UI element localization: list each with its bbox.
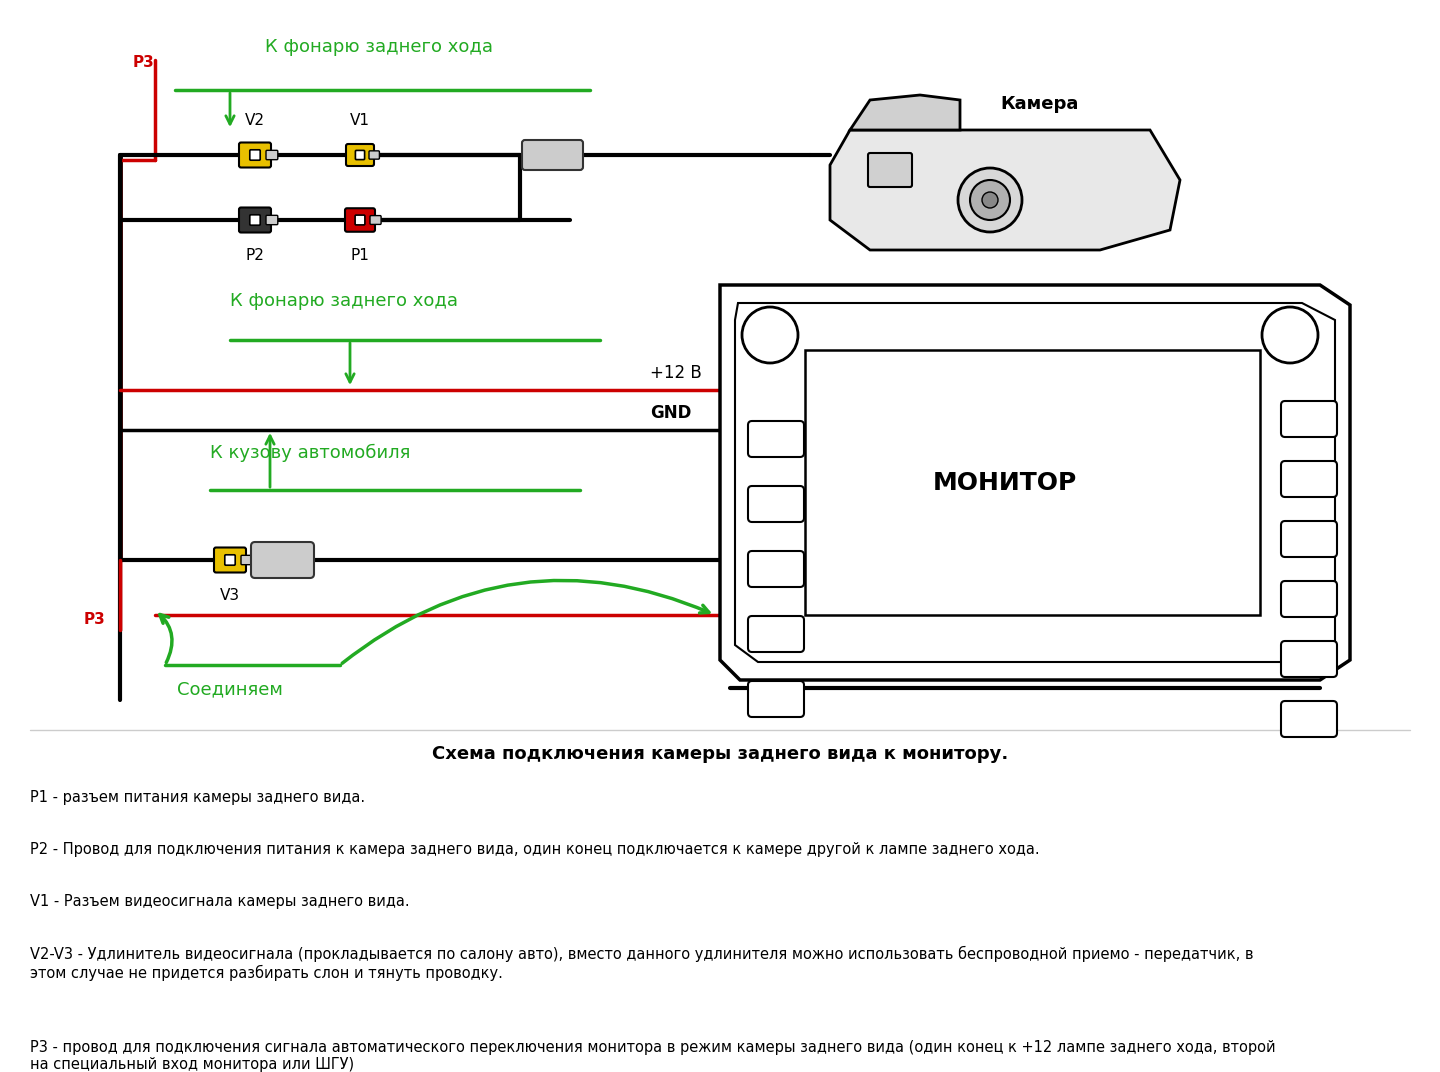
- Text: V2: V2: [245, 113, 265, 128]
- Text: V3: V3: [220, 589, 240, 602]
- Circle shape: [1261, 307, 1318, 363]
- Text: P1 - разъем питания камеры заднего вида.: P1 - разъем питания камеры заднего вида.: [30, 790, 366, 805]
- FancyBboxPatch shape: [249, 214, 261, 225]
- Polygon shape: [829, 130, 1179, 250]
- Text: V1: V1: [350, 113, 370, 128]
- FancyBboxPatch shape: [747, 486, 804, 522]
- Text: P2: P2: [246, 248, 265, 263]
- Text: К фонарю заднего хода: К фонарю заднего хода: [230, 292, 458, 310]
- FancyBboxPatch shape: [747, 616, 804, 652]
- Circle shape: [742, 307, 798, 363]
- FancyBboxPatch shape: [1282, 701, 1336, 738]
- FancyBboxPatch shape: [1282, 401, 1336, 437]
- Circle shape: [958, 168, 1022, 232]
- FancyBboxPatch shape: [868, 153, 912, 187]
- FancyBboxPatch shape: [370, 215, 382, 224]
- Polygon shape: [850, 95, 960, 130]
- FancyBboxPatch shape: [1282, 641, 1336, 678]
- FancyBboxPatch shape: [239, 143, 271, 167]
- Text: P3: P3: [84, 612, 105, 627]
- FancyBboxPatch shape: [239, 208, 271, 233]
- FancyBboxPatch shape: [805, 349, 1260, 615]
- Polygon shape: [734, 303, 1335, 662]
- FancyBboxPatch shape: [1282, 521, 1336, 557]
- Text: +12 В: +12 В: [649, 364, 701, 382]
- Text: V2-V3 - Удлинитель видеосигнала (прокладывается по салону авто), вместо данного : V2-V3 - Удлинитель видеосигнала (проклад…: [30, 946, 1253, 981]
- FancyBboxPatch shape: [747, 681, 804, 717]
- FancyBboxPatch shape: [1282, 461, 1336, 497]
- FancyBboxPatch shape: [369, 151, 379, 159]
- Text: P1: P1: [350, 248, 370, 263]
- FancyBboxPatch shape: [356, 150, 364, 160]
- Polygon shape: [720, 285, 1351, 680]
- Text: GND: GND: [649, 404, 691, 422]
- Text: Камера: Камера: [999, 95, 1079, 113]
- FancyBboxPatch shape: [356, 215, 364, 225]
- FancyBboxPatch shape: [266, 150, 278, 160]
- FancyBboxPatch shape: [249, 150, 261, 160]
- Text: P2 - Провод для подключения питания к камера заднего вида, один конец подключает: P2 - Провод для подключения питания к ка…: [30, 842, 1040, 857]
- FancyBboxPatch shape: [240, 555, 253, 565]
- Circle shape: [971, 180, 1009, 220]
- Text: Р3 - провод для подключения сигнала автоматического переключения монитора в режи: Р3 - провод для подключения сигнала авто…: [30, 1040, 1276, 1072]
- Text: Соединяем: Соединяем: [177, 680, 282, 698]
- FancyBboxPatch shape: [521, 140, 583, 170]
- Text: МОНИТОР: МОНИТОР: [933, 471, 1077, 494]
- FancyBboxPatch shape: [266, 215, 278, 225]
- FancyBboxPatch shape: [747, 421, 804, 457]
- FancyBboxPatch shape: [747, 551, 804, 587]
- FancyBboxPatch shape: [346, 208, 374, 232]
- Text: P3: P3: [132, 55, 154, 70]
- Circle shape: [982, 192, 998, 208]
- FancyBboxPatch shape: [215, 548, 246, 572]
- Text: К кузову автомобиля: К кузову автомобиля: [210, 444, 410, 462]
- Text: К фонарю заднего хода: К фонарю заднего хода: [265, 38, 492, 56]
- FancyBboxPatch shape: [346, 144, 374, 166]
- Text: Схема подключения камеры заднего вида к монитору.: Схема подключения камеры заднего вида к …: [432, 745, 1008, 763]
- FancyBboxPatch shape: [251, 542, 314, 578]
- FancyBboxPatch shape: [225, 555, 235, 565]
- Text: V1 - Разъем видеосигнала камеры заднего вида.: V1 - Разъем видеосигнала камеры заднего …: [30, 894, 409, 909]
- FancyBboxPatch shape: [1282, 581, 1336, 617]
